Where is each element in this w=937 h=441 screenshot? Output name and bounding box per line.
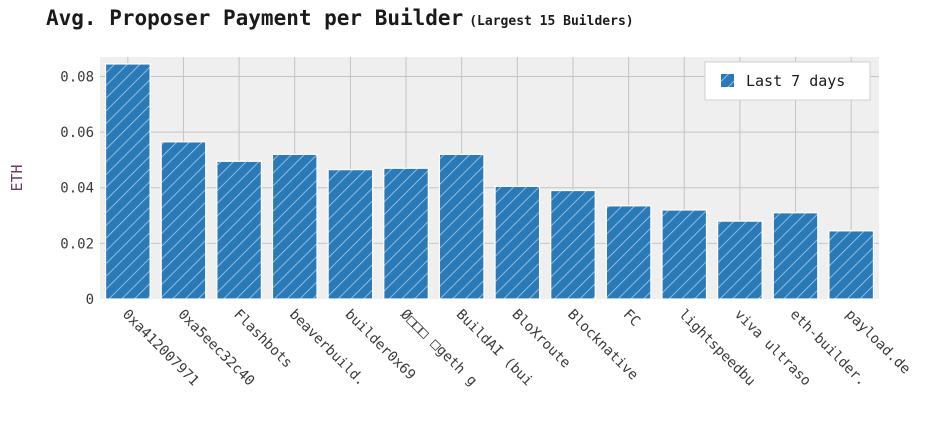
chart-title-text: Avg. Proposer Payment per Builder	[46, 6, 464, 30]
y-tick-label: 0	[86, 292, 94, 308]
x-tick-labels: 0xa4120079710xa5eec32c40Flashbotsbeaverb…	[119, 307, 913, 390]
bar	[383, 167, 429, 300]
chart-title: Avg. Proposer Payment per Builder (Larges…	[46, 6, 634, 30]
bar	[160, 141, 207, 300]
bar	[605, 205, 652, 300]
bars	[104, 63, 875, 300]
bar	[438, 153, 485, 300]
y-ticks: 0 0.02 0.04 0.06 0.08	[60, 69, 94, 308]
legend: Last 7 days	[704, 61, 871, 101]
bar	[494, 185, 541, 300]
chart-subtitle: (Largest 15 Builders)	[469, 14, 634, 29]
legend-swatch	[721, 74, 734, 87]
bar	[550, 189, 596, 300]
bar	[104, 63, 151, 300]
y-tick-label: 0.08	[60, 69, 94, 85]
y-tick-label: 0.06	[60, 125, 94, 141]
bar	[717, 220, 763, 300]
y-tick-label: 0.04	[60, 181, 94, 197]
bar	[327, 169, 374, 300]
y-axis-title: ETH	[8, 164, 26, 191]
bar	[828, 230, 875, 300]
bar	[661, 209, 708, 300]
bar	[772, 212, 819, 300]
y-tick-label: 0.02	[60, 236, 94, 252]
bar	[216, 160, 262, 300]
x-tick-label: FC	[620, 307, 643, 330]
legend-label: Last 7 days	[746, 72, 845, 90]
bar	[271, 153, 318, 300]
